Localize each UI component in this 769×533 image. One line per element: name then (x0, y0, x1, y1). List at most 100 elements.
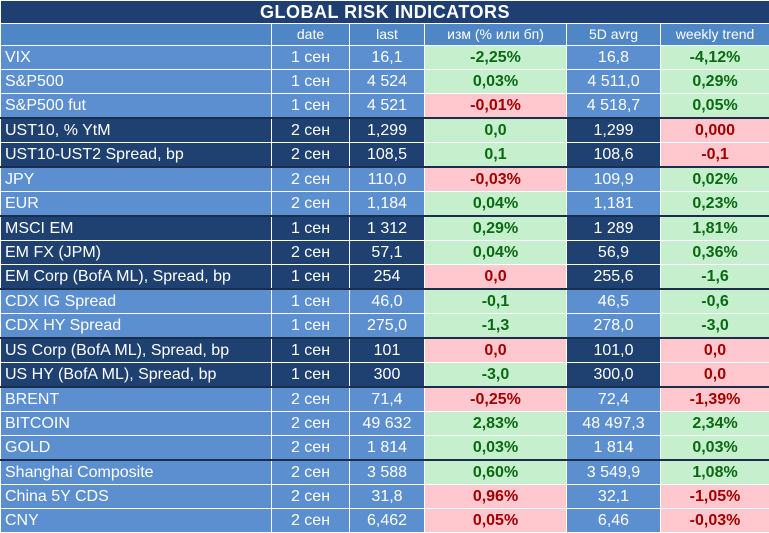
avg-5d-cell: 1,299 (567, 118, 661, 143)
change-cell: 0,04% (425, 192, 567, 217)
indicator-name: VIX (1, 46, 272, 70)
last-value-cell: 57,1 (350, 241, 425, 265)
change-cell: 0,29% (425, 216, 567, 241)
change-cell: -3,0 (425, 363, 567, 388)
avg-5d-cell: 101,0 (567, 338, 661, 363)
indicator-name: Shanghai Composite (1, 460, 272, 485)
change-cell: -2,25% (425, 46, 567, 70)
indicator-name: JPY (1, 167, 272, 192)
indicator-name: BITCOIN (1, 412, 272, 436)
change-cell: -0,01% (425, 94, 567, 119)
weekly-trend-cell: -0,03% (661, 509, 769, 533)
indicator-name: EM FX (JPM) (1, 241, 272, 265)
avg-5d-cell: 72,4 (567, 387, 661, 412)
indicator-name: GOLD (1, 436, 272, 461)
weekly-trend-cell: 0,29% (661, 70, 769, 94)
weekly-trend-cell: 2,34% (661, 412, 769, 436)
avg-5d-cell: 4 511,0 (567, 70, 661, 94)
change-cell: 2,83% (425, 412, 567, 436)
header-5d-avg: 5D avrg (567, 24, 661, 46)
last-value-cell: 275,0 (350, 314, 425, 339)
date-cell: 2 сен (272, 485, 350, 509)
table-title: GLOBAL RISK INDICATORS (1, 1, 769, 24)
change-cell: 0,0 (425, 118, 567, 143)
date-cell: 2 сен (272, 192, 350, 217)
change-cell: 0,0 (425, 338, 567, 363)
weekly-trend-cell: 0,0 (661, 338, 769, 363)
header-row: date last изм (% или бп) 5D avrg weekly … (1, 24, 769, 46)
date-cell: 1 сен (272, 94, 350, 119)
last-value-cell: 300 (350, 363, 425, 388)
change-cell: -0,1 (425, 289, 567, 314)
weekly-trend-cell: -3,0 (661, 314, 769, 339)
date-cell: 2 сен (272, 167, 350, 192)
change-cell: -1,3 (425, 314, 567, 339)
avg-5d-cell: 278,0 (567, 314, 661, 339)
last-value-cell: 71,4 (350, 387, 425, 412)
date-cell: 1 сен (272, 338, 350, 363)
last-value-cell: 46,0 (350, 289, 425, 314)
header-change: изм (% или бп) (425, 24, 567, 46)
indicator-name: UST10-UST2 Spread, bp (1, 143, 272, 168)
weekly-trend-cell: 1,08% (661, 460, 769, 485)
date-cell: 1 сен (272, 289, 350, 314)
change-cell: 0,96% (425, 485, 567, 509)
date-cell: 1 сен (272, 314, 350, 339)
date-cell: 2 сен (272, 436, 350, 461)
weekly-trend-cell: 1,81% (661, 216, 769, 241)
weekly-trend-cell: 0,000 (661, 118, 769, 143)
change-cell: 0,05% (425, 509, 567, 533)
last-value-cell: 1 814 (350, 436, 425, 461)
avg-5d-cell: 6,46 (567, 509, 661, 533)
avg-5d-cell: 3 549,9 (567, 460, 661, 485)
indicator-name: CDX HY Spread (1, 314, 272, 339)
last-value-cell: 1 312 (350, 216, 425, 241)
last-value-cell: 110,0 (350, 167, 425, 192)
avg-5d-cell: 108,6 (567, 143, 661, 168)
date-cell: 2 сен (272, 118, 350, 143)
weekly-trend-cell: -1,39% (661, 387, 769, 412)
change-cell: 0,03% (425, 70, 567, 94)
weekly-trend-cell: 0,36% (661, 241, 769, 265)
avg-5d-cell: 46,5 (567, 289, 661, 314)
date-cell: 1 сен (272, 216, 350, 241)
weekly-trend-cell: -4,12% (661, 46, 769, 70)
last-value-cell: 49 632 (350, 412, 425, 436)
change-cell: 0,60% (425, 460, 567, 485)
change-cell: 0,1 (425, 143, 567, 168)
weekly-trend-cell: 0,23% (661, 192, 769, 217)
last-value-cell: 1,184 (350, 192, 425, 217)
date-cell: 1 сен (272, 363, 350, 388)
date-cell: 2 сен (272, 387, 350, 412)
last-value-cell: 1,299 (350, 118, 425, 143)
title-row: GLOBAL RISK INDICATORS (1, 1, 769, 24)
date-cell: 2 сен (272, 460, 350, 485)
last-value-cell: 108,5 (350, 143, 425, 168)
avg-5d-cell: 109,9 (567, 167, 661, 192)
date-cell: 2 сен (272, 412, 350, 436)
weekly-trend-cell: -0,1 (661, 143, 769, 168)
avg-5d-cell: 1 814 (567, 436, 661, 461)
last-value-cell: 6,462 (350, 509, 425, 533)
indicator-name: China 5Y CDS (1, 485, 272, 509)
indicator-name: S&P500 (1, 70, 272, 94)
avg-5d-cell: 56,9 (567, 241, 661, 265)
header-date: date (272, 24, 350, 46)
avg-5d-cell: 4 518,7 (567, 94, 661, 119)
last-value-cell: 254 (350, 265, 425, 290)
weekly-trend-cell: 0,0 (661, 363, 769, 388)
last-value-cell: 101 (350, 338, 425, 363)
date-cell: 2 сен (272, 509, 350, 533)
